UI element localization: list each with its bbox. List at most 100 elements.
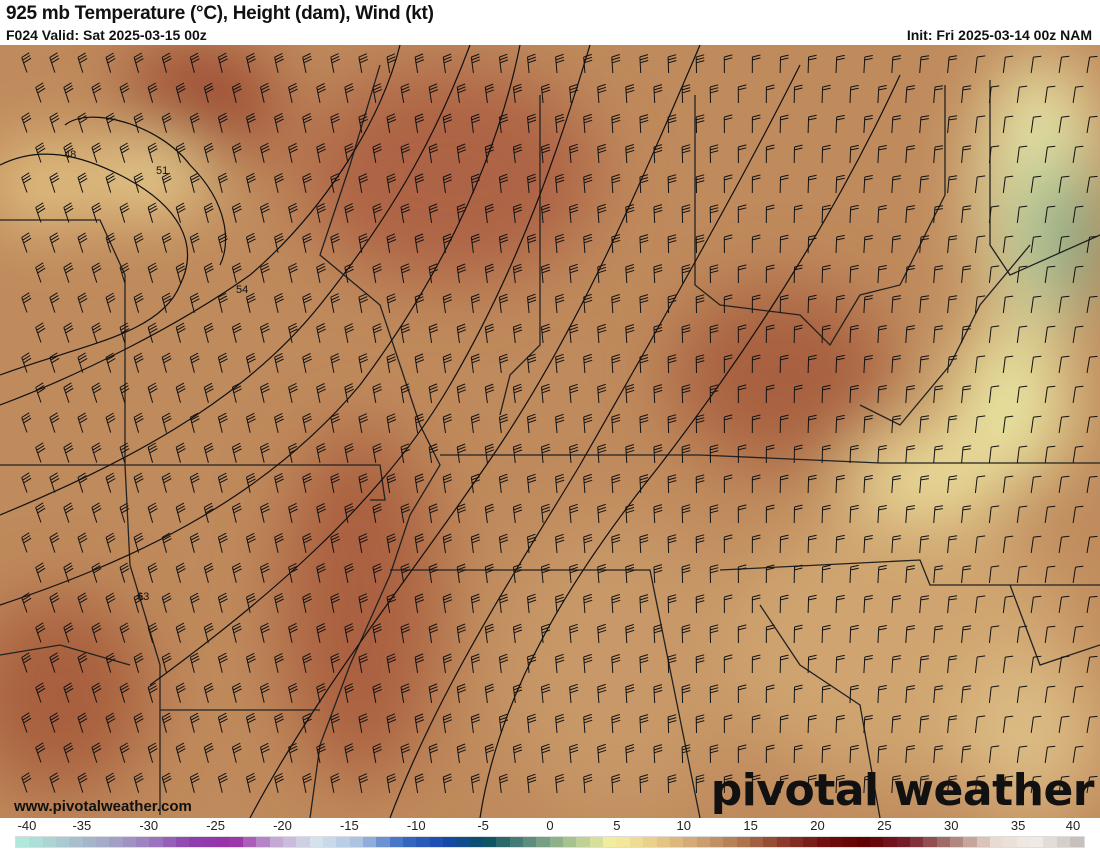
wind-barb	[667, 174, 677, 194]
colorbar-cell	[816, 837, 830, 847]
wind-barb	[189, 112, 200, 133]
colorbar-cell	[696, 837, 710, 847]
wind-barb	[919, 715, 930, 734]
wind-barb	[456, 383, 467, 403]
wind-barb	[947, 655, 958, 674]
wind-barb	[625, 624, 635, 644]
wind-barb	[1044, 85, 1056, 103]
wind-barb	[779, 594, 789, 614]
weather-map[interactable]: 48 51 54 63	[0, 45, 1100, 818]
wind-barb	[569, 143, 579, 164]
wind-barb	[147, 322, 158, 343]
wind-barb	[105, 652, 116, 673]
wind-barb	[161, 112, 172, 133]
wind-barb	[625, 444, 635, 464]
wind-barb	[372, 203, 382, 223]
wind-barb	[49, 172, 60, 193]
wind-barb	[91, 202, 102, 223]
wind-barb	[316, 143, 326, 163]
wind-barb	[147, 262, 158, 283]
wind-barb	[891, 415, 901, 434]
wind-barb	[891, 235, 901, 254]
wind-barb	[555, 353, 565, 374]
wind-barb	[498, 473, 509, 493]
wind-barb	[611, 234, 621, 254]
colorbar-cell	[136, 837, 150, 847]
wind-barb	[1030, 475, 1042, 493]
wind-barb	[933, 565, 944, 584]
wind-barb	[175, 262, 186, 283]
colorbar-cell	[109, 837, 123, 847]
wind-barb	[905, 445, 915, 464]
wind-barb	[105, 352, 116, 373]
wind-barb	[751, 474, 761, 494]
wind-barb	[203, 502, 214, 523]
wind-barb	[119, 322, 130, 343]
wind-barb	[919, 355, 930, 374]
wind-barb	[849, 384, 859, 404]
colorbar-cell	[963, 837, 977, 847]
wind-barb	[161, 712, 172, 733]
wind-barb	[625, 564, 635, 584]
wind-barb	[974, 175, 986, 194]
wind-barb	[386, 113, 397, 133]
wind-barb	[274, 472, 284, 493]
wind-barb	[723, 714, 733, 734]
wind-barb	[807, 714, 817, 734]
wind-barb	[484, 683, 495, 703]
wind-barb	[246, 232, 256, 253]
wind-barb	[512, 263, 523, 283]
wind-barb	[456, 623, 467, 643]
wind-barb	[1044, 625, 1056, 643]
wind-barb	[1002, 655, 1014, 673]
wind-barb	[583, 113, 593, 134]
wind-barb	[793, 564, 803, 584]
colorbar-cell	[896, 837, 911, 847]
wind-barb	[147, 502, 158, 523]
wind-barb	[905, 685, 915, 704]
wind-barb	[484, 623, 495, 643]
wind-barb	[91, 382, 102, 403]
wind-barb	[372, 683, 382, 703]
wind-barb	[667, 534, 677, 554]
wind-barb	[653, 444, 663, 464]
wind-barb	[498, 173, 509, 193]
wind-barb	[470, 173, 481, 193]
wind-barb	[63, 442, 74, 463]
wind-barb	[260, 562, 270, 583]
wind-barb	[751, 294, 761, 314]
wind-barb	[175, 82, 186, 103]
wind-barb	[961, 625, 972, 644]
wind-barb	[161, 532, 172, 553]
wind-barb	[1002, 595, 1014, 613]
wind-barb	[203, 742, 214, 763]
wind-barb	[1044, 505, 1056, 523]
wind-barb	[625, 264, 635, 284]
wind-barb	[470, 53, 481, 73]
wind-barb	[625, 84, 635, 104]
colorbar-cell	[69, 837, 83, 847]
wind-barb	[1044, 385, 1056, 403]
colorbar-cell	[616, 837, 630, 847]
colorbar-tick-label: -30	[139, 818, 159, 833]
wind-barb	[779, 114, 789, 134]
wind-barb	[988, 445, 1000, 464]
wind-barb	[583, 173, 593, 194]
wind-barb	[835, 294, 845, 314]
wind-barb	[793, 504, 803, 524]
wind-barb	[863, 655, 873, 674]
colorbar-tick-label: 15	[743, 818, 758, 833]
wind-barb	[133, 112, 144, 133]
wind-barb	[400, 623, 411, 643]
wind-barb	[947, 355, 958, 374]
wind-barb	[639, 54, 649, 74]
wind-barb	[91, 622, 102, 643]
wind-barb	[217, 232, 228, 253]
wind-barb	[189, 52, 200, 73]
wind-barb	[905, 565, 915, 584]
wind-barb	[302, 173, 312, 193]
wind-barb	[891, 355, 901, 374]
colorbar-cell	[336, 837, 350, 847]
wind-barb	[442, 293, 453, 313]
wind-barb	[583, 713, 593, 734]
